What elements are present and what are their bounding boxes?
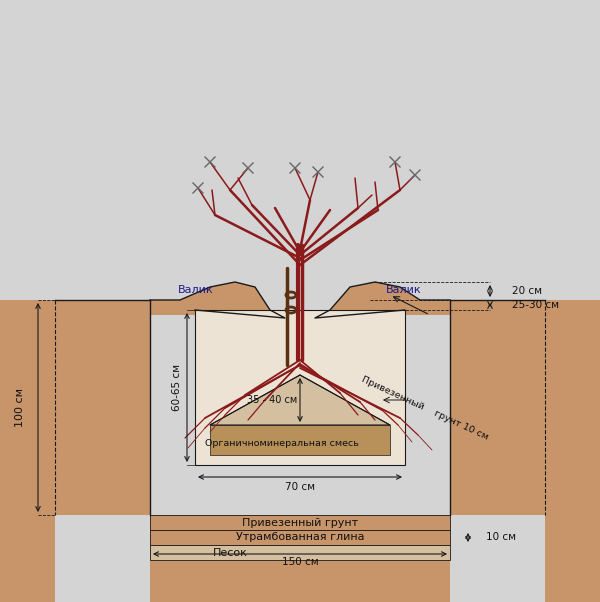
Text: Песок: Песок: [212, 547, 247, 557]
Polygon shape: [150, 530, 450, 545]
Text: 150 см: 150 см: [281, 557, 319, 567]
Polygon shape: [315, 282, 450, 318]
Text: Валик: Валик: [386, 285, 422, 295]
Text: Валик: Валик: [178, 285, 214, 295]
Polygon shape: [150, 515, 450, 530]
Polygon shape: [210, 425, 390, 455]
Text: 100 см: 100 см: [15, 388, 25, 427]
Text: 10 см: 10 см: [486, 533, 516, 542]
Polygon shape: [150, 545, 450, 560]
Polygon shape: [150, 282, 285, 318]
Text: Привезенный    грунт 10 см: Привезенный грунт 10 см: [360, 374, 490, 441]
Polygon shape: [150, 515, 450, 602]
Text: 20 см: 20 см: [512, 286, 542, 296]
Polygon shape: [0, 300, 150, 602]
Text: 70 см: 70 см: [285, 482, 315, 492]
Text: Привезенный грунт: Привезенный грунт: [242, 518, 358, 527]
Text: 35 - 40 см: 35 - 40 см: [247, 395, 297, 405]
Polygon shape: [450, 300, 600, 602]
Text: 25-30 см: 25-30 см: [512, 300, 559, 310]
Text: Органичноминеральная смесь: Органичноминеральная смесь: [205, 439, 359, 448]
Text: 60-65 см: 60-65 см: [172, 364, 182, 411]
Polygon shape: [210, 375, 390, 425]
Polygon shape: [195, 310, 405, 465]
Text: Утрамбованная глина: Утрамбованная глина: [236, 533, 364, 542]
